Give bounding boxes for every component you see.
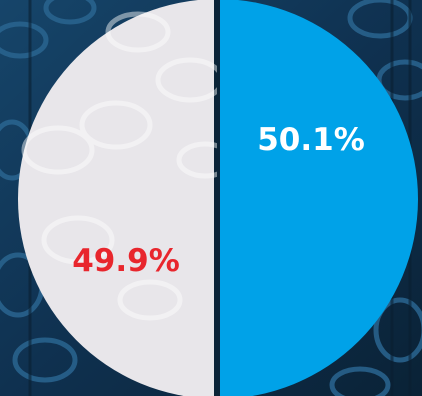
slice-label-2: 49.9% [72,243,180,279]
pie-slices [18,0,419,396]
pie-slice-2 [18,0,218,396]
slice-texture [21,11,217,321]
slice-labels: 50.1% 49.9% [72,122,365,279]
slice-label-1: 50.1% [257,122,365,158]
pie-slice-1 [216,0,419,396]
